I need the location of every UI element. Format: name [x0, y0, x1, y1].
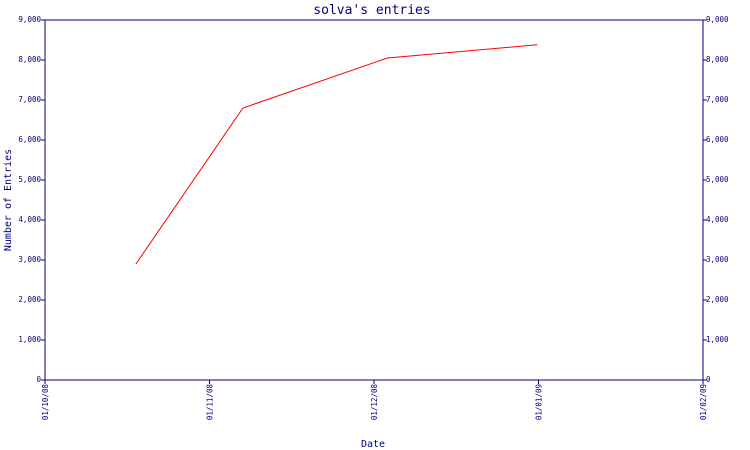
y-tick-label-right: 9,000: [706, 15, 729, 24]
y-tick-label-right: 1,000: [706, 335, 729, 344]
plot-axes: [44, 19, 704, 381]
x-tick-label: 01/02/09: [699, 384, 708, 420]
y-tick-label-right: 3,000: [706, 255, 729, 264]
y-tick-label-left: 8,000: [18, 55, 41, 64]
y-tick-label-left: 0: [36, 375, 41, 384]
y-tick-label-left: 2,000: [18, 295, 41, 304]
series-layer: [135, 44, 538, 265]
y-tick-label-left: 6,000: [18, 135, 41, 144]
y-tick-label-left: 5,000: [18, 175, 41, 184]
series-line: [135, 44, 538, 265]
x-tick-label: 01/11/08: [206, 384, 215, 421]
y-tick-label-right: 5,000: [706, 175, 729, 184]
y-tick-label-right: 4,000: [706, 215, 729, 224]
y-axis-label: Number of Entries: [3, 149, 14, 251]
y-tick-label-right: 0: [706, 375, 711, 384]
y-tick-label-left: 4,000: [18, 215, 41, 224]
x-tick-label: 01/12/08: [370, 384, 379, 421]
y-tick-label-right: 7,000: [706, 95, 729, 104]
y-tick-label-right: 2,000: [706, 295, 729, 304]
x-tick-label: 01/10/08: [41, 384, 50, 421]
chart-title: solva's entries: [313, 3, 430, 18]
y-tick-label-left: 3,000: [18, 255, 41, 264]
y-tick-label-left: 7,000: [18, 95, 41, 104]
y-tick-label-right: 6,000: [706, 135, 729, 144]
y-tick-label-right: 8,000: [706, 55, 729, 64]
y-tick-label-left: 1,000: [18, 335, 41, 344]
y-tick-label-left: 9,000: [18, 15, 41, 24]
x-tick-label: 01/01/09: [535, 384, 544, 420]
x-axis-label: Date: [361, 439, 385, 450]
axis-ticks: 0 0 1,000 1,000 2,000 2,000 3,000 3,000 4,000 4,0…: [18, 15, 729, 420]
